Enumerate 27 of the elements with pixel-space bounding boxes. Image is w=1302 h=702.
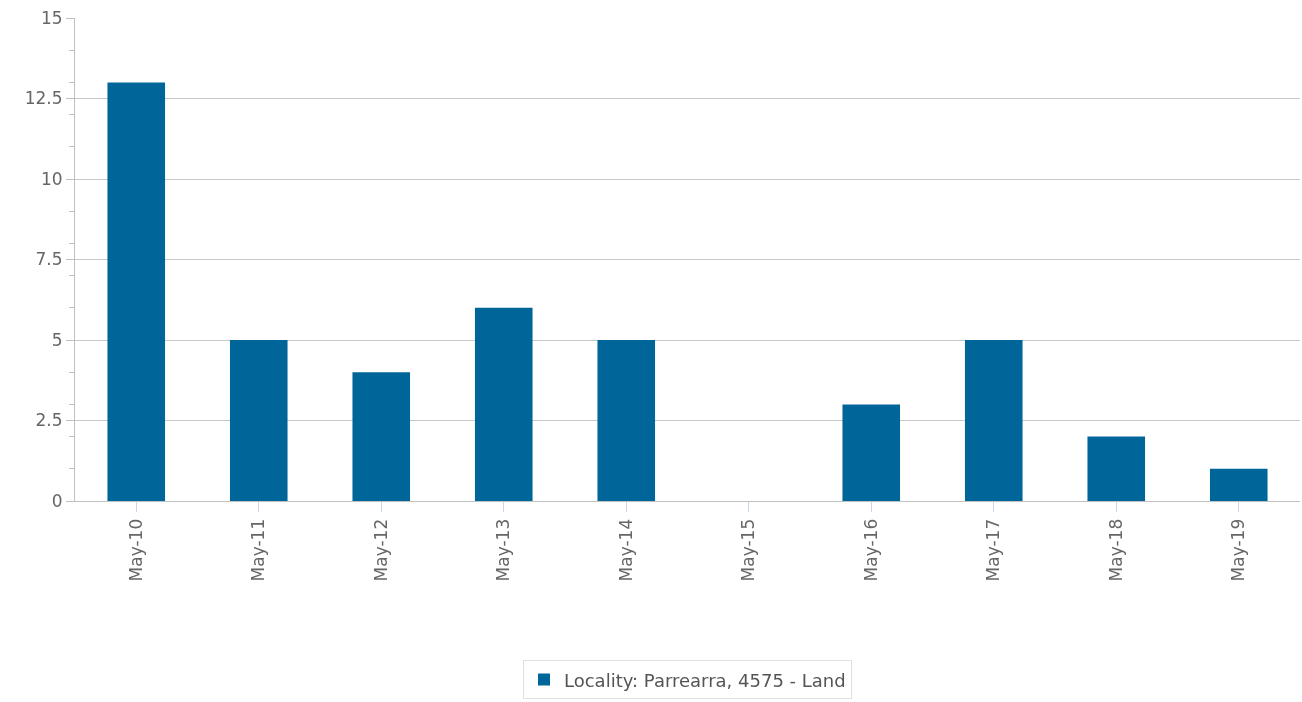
- y-tick-label: 0: [51, 490, 63, 511]
- bar: [842, 404, 901, 501]
- bar: [597, 340, 656, 501]
- x-tick-label: May-13: [493, 518, 514, 582]
- bar: [964, 340, 1023, 501]
- x-tick-label: May-15: [738, 518, 759, 582]
- y-tick-label: 10: [40, 168, 63, 189]
- y-tick-label: 2.5: [35, 410, 63, 431]
- x-tick-label: May-10: [125, 518, 146, 582]
- bar: [1209, 468, 1268, 501]
- y-tick-label: 15: [40, 7, 63, 28]
- x-tick-label: May-11: [248, 518, 269, 582]
- x-tick-label: May-19: [1228, 518, 1249, 582]
- y-tick-label: 5: [51, 329, 63, 350]
- y-tick-label: 7.5: [35, 249, 63, 270]
- y-tick-label: 12.5: [24, 88, 63, 109]
- x-tick-label: May-18: [1105, 518, 1126, 582]
- bar: [107, 82, 166, 501]
- bar: [229, 340, 288, 501]
- x-tick-label: May-17: [983, 518, 1004, 582]
- bar: [352, 372, 411, 501]
- bar: [474, 307, 533, 501]
- legend-label: Locality: Parrearra, 4575 - Land: [564, 669, 846, 691]
- bar: [1087, 436, 1146, 501]
- x-tick-label: May-12: [370, 518, 391, 582]
- x-tick-label: May-16: [860, 518, 881, 582]
- x-tick-label: May-14: [615, 518, 636, 582]
